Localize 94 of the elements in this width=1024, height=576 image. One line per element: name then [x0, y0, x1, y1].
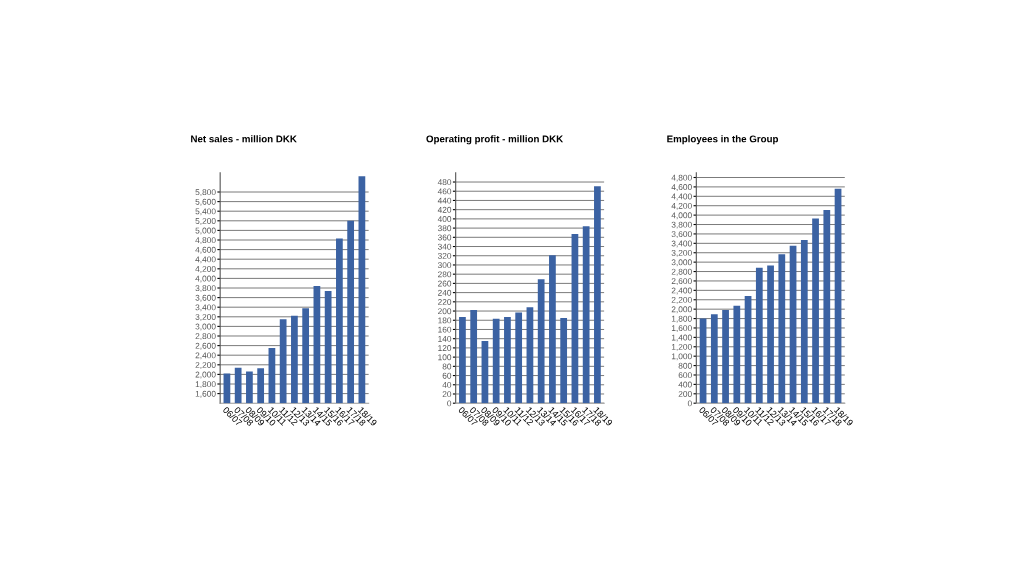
y-tick-label: 3,000	[671, 259, 692, 267]
y-tick-label: 460	[437, 188, 452, 195]
y-tick-label: 2,800	[195, 333, 216, 341]
chart-title: Operating profit - million DKK	[426, 135, 564, 145]
y-tick-label: 120	[438, 345, 452, 352]
y-tick-label: 300	[437, 262, 452, 269]
y-tick-label: 20	[442, 391, 452, 398]
y-tick-label: 2,400	[195, 352, 216, 360]
y-tick-label: 2,200	[671, 296, 692, 304]
y-tick-label: 4,800	[195, 237, 216, 245]
y-tick-label: 0	[687, 400, 692, 407]
y-tick-label: 280	[438, 271, 452, 278]
y-tick-label: 220	[438, 299, 452, 305]
y-tick-label: 180	[438, 317, 452, 324]
y-tick-label: 4,200	[671, 202, 692, 210]
y-tick-label: 2,600	[671, 278, 692, 286]
y-tick-label: 4,200	[195, 266, 216, 273]
y-tick-label: 80	[442, 363, 452, 370]
bar	[767, 265, 774, 404]
y-tick-label: 380	[437, 225, 452, 232]
bar	[549, 255, 556, 404]
chart-title: Employees in the Group	[667, 135, 779, 145]
y-tick-label: 1,600	[671, 325, 692, 333]
bar	[560, 317, 568, 404]
y-tick-label: 2,600	[195, 342, 216, 350]
bar	[722, 310, 729, 404]
y-tick-label: 400	[437, 216, 452, 222]
y-tick-label: 4,000	[195, 275, 216, 283]
y-tick-label: 240	[438, 289, 452, 296]
y-tick-label: 200	[438, 308, 452, 315]
y-tick-label: 1,200	[671, 343, 692, 351]
bar	[733, 305, 741, 404]
y-tick-label: 3,000	[195, 323, 216, 331]
bar	[710, 314, 718, 404]
y-tick-label: 360	[437, 234, 452, 241]
bar	[823, 209, 831, 404]
y-tick-label: 200	[678, 391, 692, 397]
y-tick-label: 3,600	[195, 294, 216, 302]
y-tick-label: 0	[447, 400, 452, 407]
y-tick-label: 160	[438, 326, 452, 333]
y-tick-label: 320	[437, 252, 452, 259]
y-tick-label: 3,800	[195, 285, 216, 293]
y-tick-label: 400	[678, 381, 692, 388]
y-tick-label: 5,000	[195, 227, 216, 235]
y-tick-label: 5,800	[195, 189, 216, 197]
y-tick-label: 4,400	[671, 193, 692, 201]
y-tick-label: 420	[437, 206, 452, 213]
y-tick-label: 5,600	[195, 198, 216, 206]
y-tick-label: 1,800	[195, 381, 216, 389]
y-tick-label: 5,200	[195, 218, 216, 225]
y-tick-label: 3,200	[671, 249, 692, 257]
y-tick-label: 1,600	[195, 390, 216, 398]
bar	[459, 317, 466, 404]
y-tick-label: 5,400	[195, 208, 216, 216]
bar	[537, 279, 545, 404]
y-tick-label: 3,800	[671, 221, 692, 229]
y-tick-label: 260	[438, 280, 452, 287]
chart-title: Net sales - million DKK	[191, 135, 297, 143]
y-tick-label: 3,400	[671, 240, 692, 248]
bar	[755, 267, 763, 404]
y-tick-label: 40	[442, 381, 452, 388]
y-tick-label: 60	[442, 372, 452, 379]
y-tick-label: 4,400	[195, 256, 216, 264]
bar	[470, 310, 478, 404]
y-tick-label: 3,200	[195, 314, 216, 321]
bar	[515, 312, 523, 404]
y-tick-label: 140	[438, 335, 452, 342]
y-tick-label: 2,200	[195, 362, 216, 369]
y-tick-label: 100	[438, 354, 452, 361]
bar	[778, 254, 786, 404]
y-tick-label: 2,800	[671, 268, 692, 276]
bar	[492, 318, 500, 404]
y-tick-label: 440	[437, 197, 452, 204]
y-tick-label: 3,400	[195, 304, 216, 312]
y-tick-label: 480	[437, 179, 452, 186]
bar	[800, 240, 808, 404]
y-tick-label: 1,000	[671, 353, 692, 361]
bar	[582, 226, 590, 404]
y-tick-label: 3,600	[671, 231, 692, 239]
bar	[504, 317, 511, 404]
y-tick-label: 4,600	[195, 246, 216, 254]
y-tick-label: 2,400	[671, 287, 692, 295]
y-tick-label: 1,800	[671, 315, 692, 323]
y-tick-label: 2,000	[195, 371, 216, 379]
y-tick-label: 340	[437, 243, 452, 250]
bar	[812, 218, 819, 404]
y-tick-label: 600	[678, 372, 692, 379]
y-tick-label: 800	[678, 362, 692, 369]
y-tick-label: 4,000	[671, 212, 692, 220]
y-tick-label: 4,600	[671, 184, 692, 191]
y-tick-label: 1,400	[671, 334, 692, 342]
y-tick-label: 2,000	[671, 306, 692, 314]
y-tick-label: 4,800	[671, 174, 692, 182]
bar	[594, 186, 601, 404]
